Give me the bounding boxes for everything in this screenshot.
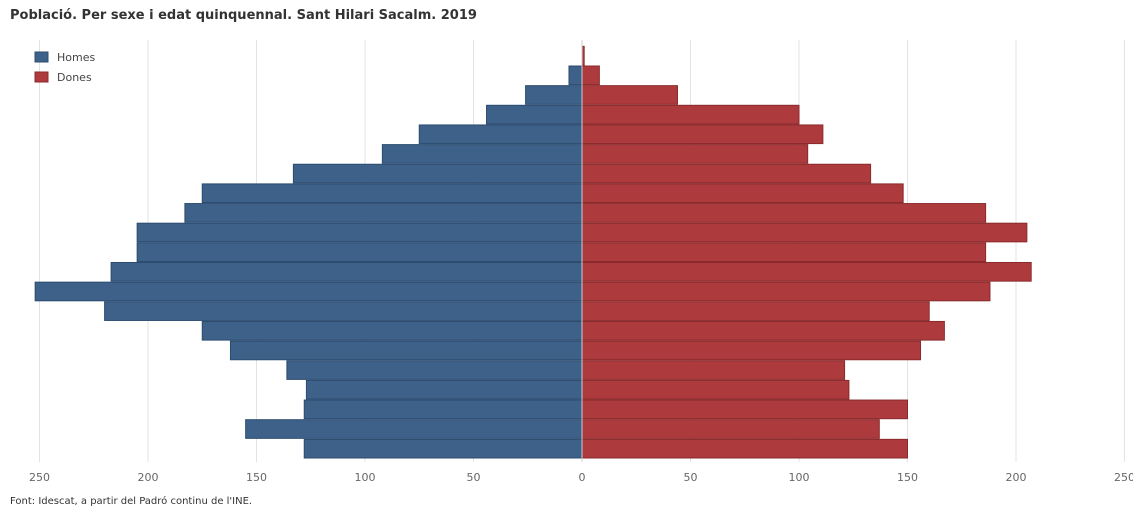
legend-label-dones: Dones: [57, 71, 92, 84]
bar-dones[interactable]: [581, 65, 600, 86]
bar-dones[interactable]: [581, 438, 908, 459]
x-tick-label: 100: [789, 471, 810, 484]
x-tick-label: 50: [467, 471, 481, 484]
x-tick-label: 200: [1006, 471, 1027, 484]
x-tick-label: 200: [138, 471, 159, 484]
bar-dones[interactable]: [581, 144, 809, 164]
bar-homes[interactable]: [136, 242, 583, 263]
x-tick-label: 0: [579, 471, 586, 484]
bar-dones[interactable]: [581, 419, 880, 439]
bar-dones[interactable]: [581, 360, 846, 380]
bar-dones[interactable]: [581, 262, 1032, 282]
legend-swatch-homes: [34, 51, 49, 63]
bar-homes[interactable]: [201, 320, 583, 341]
bar-dones[interactable]: [581, 281, 991, 302]
x-tick-label: 150: [897, 471, 918, 484]
bar-homes[interactable]: [104, 301, 583, 321]
x-tick-label: 250: [29, 471, 50, 484]
x-tick-label: 250: [1114, 471, 1133, 484]
bar-dones[interactable]: [581, 242, 987, 263]
bar-dones[interactable]: [581, 183, 904, 204]
x-axis-ticks: 250 200 150 100 50 0 50 100 150 200 250: [29, 471, 1133, 484]
bar-dones[interactable]: [581, 85, 678, 105]
bar-homes[interactable]: [201, 183, 583, 204]
x-tick-label: 50: [684, 471, 698, 484]
bar-homes[interactable]: [525, 85, 583, 105]
bar-homes[interactable]: [136, 222, 583, 243]
bar-homes[interactable]: [184, 203, 583, 223]
bar-homes[interactable]: [34, 281, 583, 302]
bar-homes[interactable]: [245, 419, 583, 439]
chart-title: Població. Per sexe i edat quinquennal. S…: [10, 8, 477, 23]
bar-homes[interactable]: [568, 65, 583, 86]
bar-dones[interactable]: [581, 340, 922, 361]
legend: Homes Dones: [34, 51, 95, 84]
bar-dones[interactable]: [581, 163, 872, 184]
bar-homes[interactable]: [110, 262, 583, 282]
bar-dones[interactable]: [581, 399, 908, 420]
bar-homes[interactable]: [229, 340, 583, 361]
bar-dones[interactable]: [581, 203, 987, 223]
legend-item-homes[interactable]: Homes: [34, 51, 95, 64]
bar-dones[interactable]: [581, 222, 1028, 243]
bar-dones[interactable]: [581, 320, 945, 341]
bar-homes[interactable]: [303, 438, 583, 459]
x-tick-label: 150: [246, 471, 267, 484]
bars: [34, 45, 1032, 459]
bar-homes[interactable]: [418, 124, 583, 145]
legend-swatch-dones: [34, 71, 49, 83]
chart-source-note: Font: Idescat, a partir del Padró contin…: [10, 496, 253, 507]
bar-homes[interactable]: [381, 144, 583, 164]
bar-homes[interactable]: [292, 163, 583, 184]
bar-homes[interactable]: [486, 104, 583, 125]
bar-homes[interactable]: [303, 399, 583, 420]
bar-homes[interactable]: [305, 379, 583, 400]
bar-dones[interactable]: [581, 301, 930, 321]
bar-dones[interactable]: [581, 104, 800, 125]
x-tick-label: 100: [355, 471, 376, 484]
bar-dones[interactable]: [581, 124, 824, 145]
bar-dones[interactable]: [581, 379, 850, 400]
bar-homes[interactable]: [286, 360, 583, 380]
legend-item-dones[interactable]: Dones: [34, 71, 92, 84]
legend-label-homes: Homes: [57, 51, 95, 64]
